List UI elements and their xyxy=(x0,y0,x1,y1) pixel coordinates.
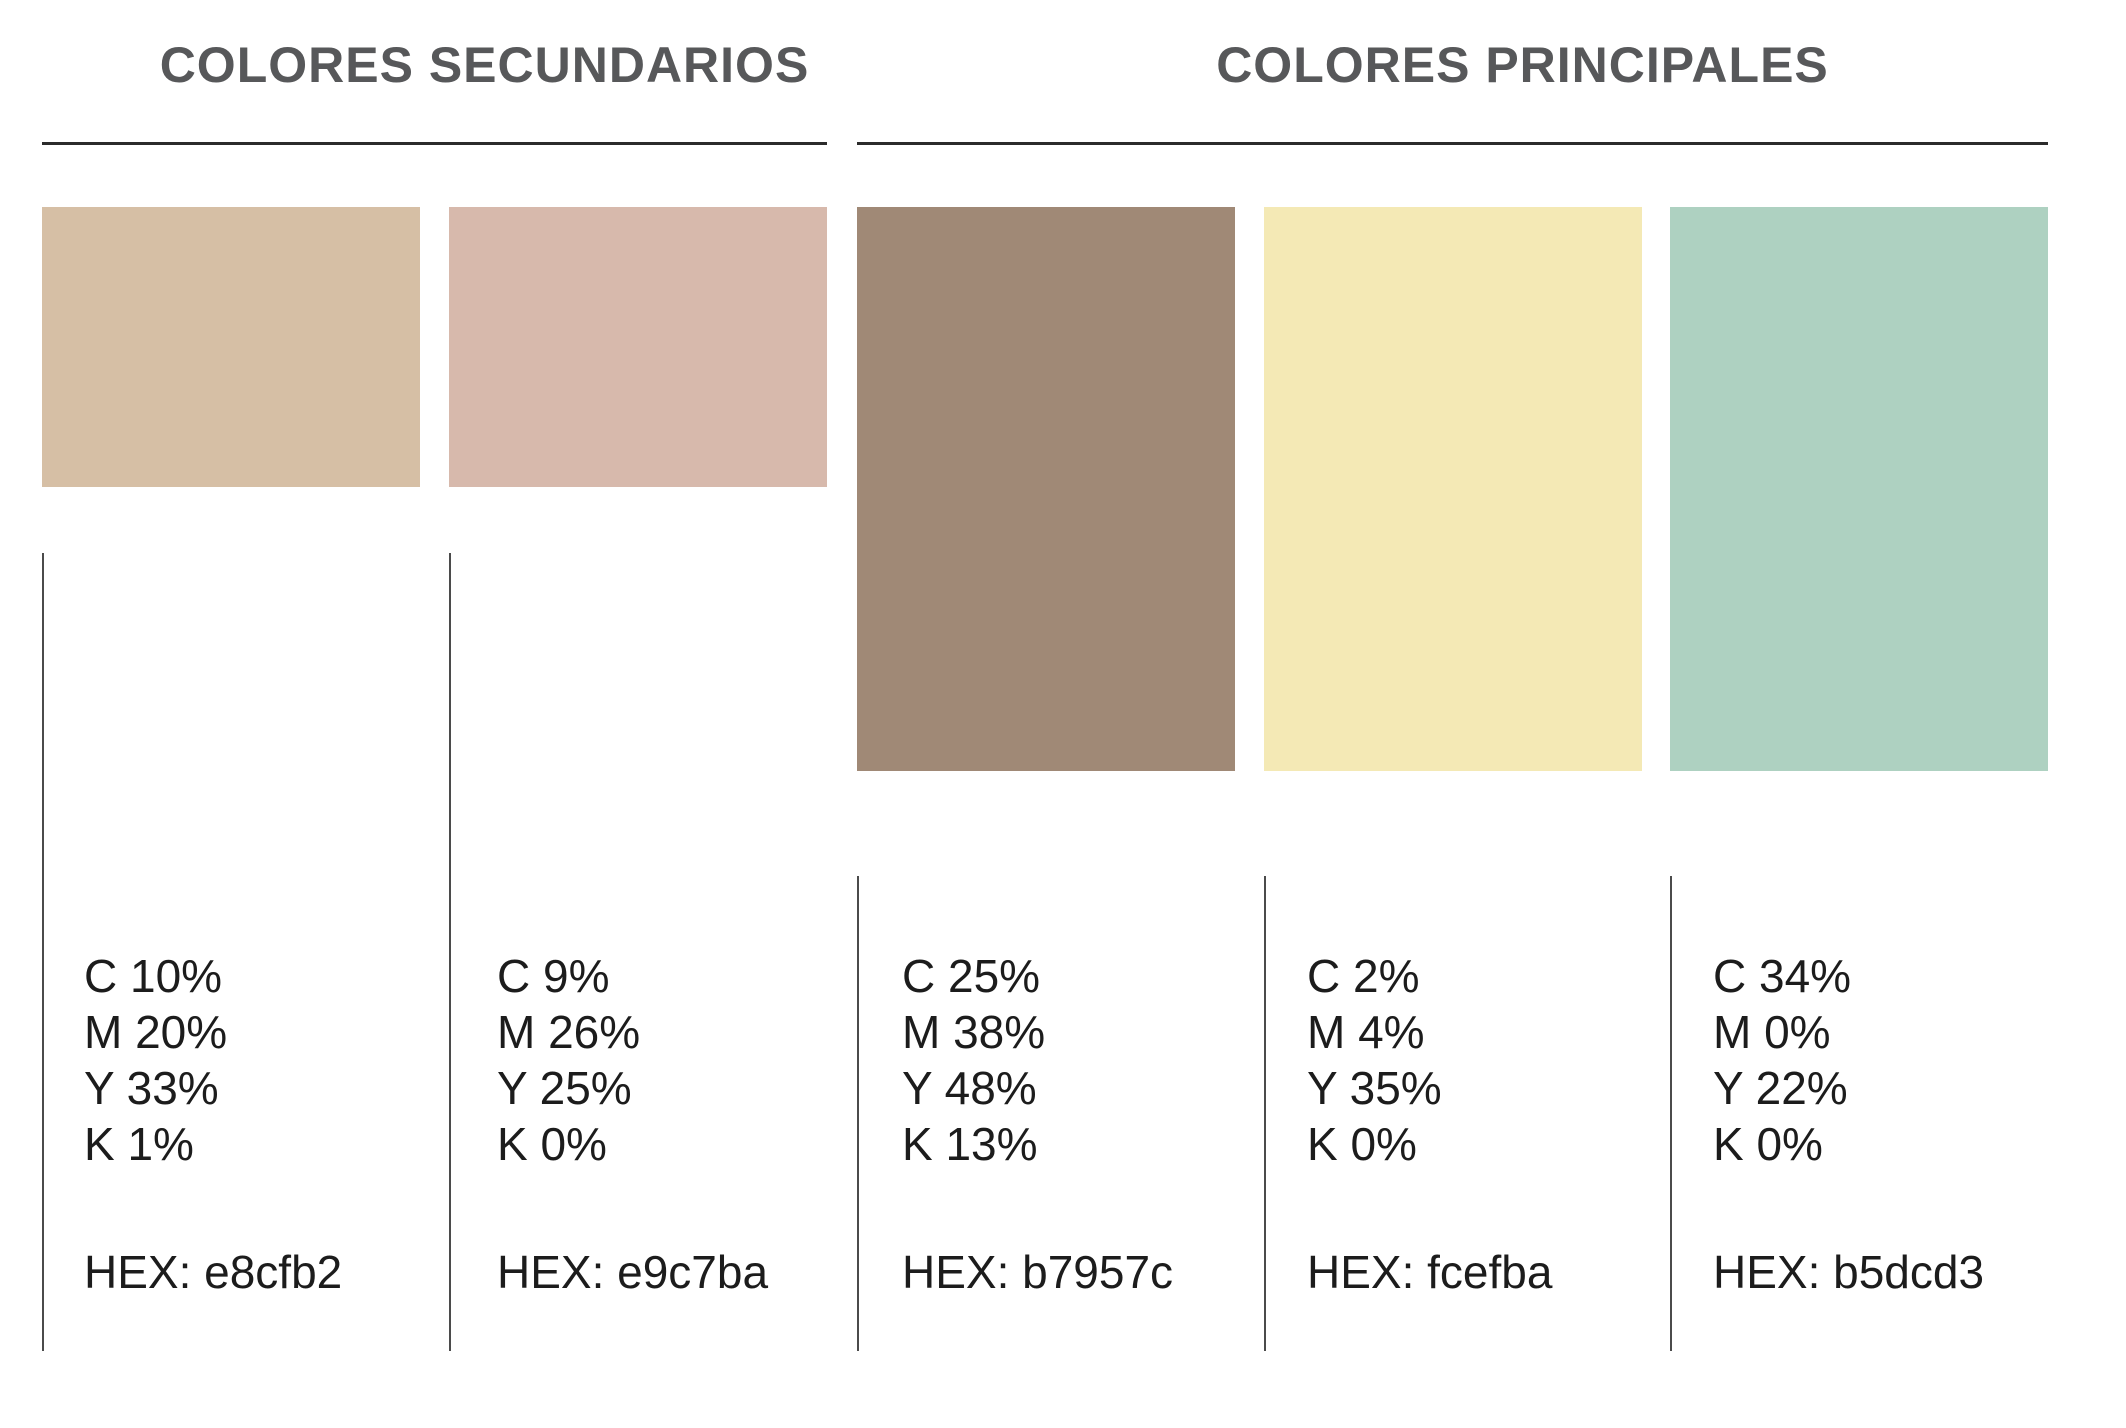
column-divider-line xyxy=(42,553,44,1351)
cmyk-m-value: M 4% xyxy=(1307,1006,1425,1058)
cmyk-y-value: Y 33% xyxy=(84,1062,219,1114)
cmyk-values-rose: C 9% M 26% Y 25% K 0% xyxy=(497,948,640,1172)
cmyk-values-brown: C 25% M 38% Y 48% K 13% xyxy=(902,948,1045,1172)
cmyk-y-value: Y 35% xyxy=(1307,1062,1442,1114)
cmyk-y-value: Y 22% xyxy=(1713,1062,1848,1114)
section-underline-principales xyxy=(857,142,2048,145)
hex-label-rose: HEX: e9c7ba xyxy=(497,1246,769,1298)
cmyk-values-mint: C 34% M 0% Y 22% K 0% xyxy=(1713,948,1851,1172)
cmyk-k-value: K 0% xyxy=(497,1118,607,1170)
cmyk-c-value: C 25% xyxy=(902,950,1041,1002)
cmyk-k-value: K 0% xyxy=(1713,1118,1823,1170)
cmyk-c-value: C 34% xyxy=(1713,950,1852,1002)
column-divider-line xyxy=(857,876,859,1351)
color-swatch-pale-yellow xyxy=(1264,207,1642,771)
cmyk-values-pale-yellow: C 2% M 4% Y 35% K 0% xyxy=(1307,948,1442,1172)
cmyk-k-value: K 1% xyxy=(84,1118,194,1170)
color-swatch-rose xyxy=(449,207,827,487)
section-underline-secundarios xyxy=(42,142,827,145)
cmyk-m-value: M 38% xyxy=(902,1006,1046,1058)
section-title-principales: COLORES PRINCIPALES xyxy=(1216,37,1829,93)
section-title-secundarios: COLORES SECUNDARIOS xyxy=(159,37,810,93)
cmyk-m-value: M 0% xyxy=(1713,1006,1831,1058)
cmyk-k-value: K 0% xyxy=(1307,1118,1417,1170)
cmyk-k-value: K 13% xyxy=(902,1118,1038,1170)
cmyk-y-value: Y 25% xyxy=(497,1062,632,1114)
cmyk-values-beige: C 10% M 20% Y 33% K 1% xyxy=(84,948,227,1172)
cmyk-c-value: C 2% xyxy=(1307,950,1420,1002)
cmyk-m-value: M 20% xyxy=(84,1006,228,1058)
hex-label-beige: HEX: e8cfb2 xyxy=(84,1246,343,1298)
hex-label-brown: HEX: b7957c xyxy=(902,1246,1174,1298)
hex-label-pale-yellow: HEX: fcefba xyxy=(1307,1246,1553,1298)
column-divider-line xyxy=(1670,876,1672,1351)
cmyk-c-value: C 9% xyxy=(497,950,610,1002)
column-divider-line xyxy=(1264,876,1266,1351)
cmyk-m-value: M 26% xyxy=(497,1006,641,1058)
color-swatch-mint xyxy=(1670,207,2048,771)
cmyk-y-value: Y 48% xyxy=(902,1062,1037,1114)
color-swatch-beige xyxy=(42,207,420,487)
cmyk-c-value: C 10% xyxy=(84,950,223,1002)
column-divider-line xyxy=(449,553,451,1351)
hex-label-mint: HEX: b5dcd3 xyxy=(1713,1246,1985,1298)
color-swatch-brown xyxy=(857,207,1235,771)
